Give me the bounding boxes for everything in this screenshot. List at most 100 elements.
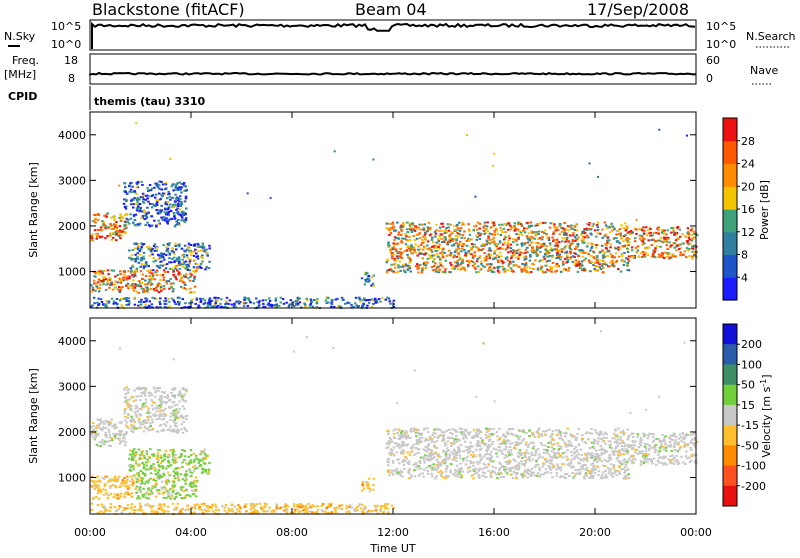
scatter-cell-4 [313,299,316,301]
scatter-cell-2 [157,254,160,256]
scatter-cell-7 [512,434,515,436]
scatter-cell-1 [173,389,176,391]
scatter-cell-2 [138,449,141,451]
scatter-cell-7 [528,435,531,437]
scatter-cell-6 [602,257,605,259]
scatter-cell-5 [280,507,283,509]
scatter-cell-6 [479,255,482,257]
scatter-cell-6 [524,264,527,266]
scatter-cell-7 [455,460,458,462]
scatter-cell-2 [194,249,197,251]
scatter-cell-7 [391,472,394,474]
scatter-cell-1 [167,219,170,221]
scatter-cell-1 [167,201,170,203]
scatter-cell-6 [424,247,427,249]
scatter-cell-6 [627,269,630,271]
freq-tick-top: 18 [64,54,78,67]
nsearch-tick-bottom: 10^0 [706,38,736,51]
scatter-cell-6 [523,227,526,229]
scatter-cell-6 [502,269,505,271]
scatter-cell-6 [494,231,497,233]
scatter-cell-2 [207,255,210,257]
scatter-cell-2 [200,263,203,265]
scatter-cell-7 [644,252,647,254]
scatter-cell-2 [159,457,162,459]
scatter-cell-2 [139,250,142,252]
scatter-cell-6 [432,261,435,263]
scatter-cell-6 [402,223,405,225]
scatter-cell-5 [181,508,184,510]
scatter-cell-3 [125,480,128,482]
scatter-cell-6 [367,488,370,490]
scatter-cell-6 [386,260,389,262]
scatter-cell-2 [208,469,211,471]
scatter-cell-2 [178,244,181,246]
scatter-cell-3 [127,283,130,285]
scatter-cell-7 [408,461,411,463]
scatter-cell-6 [485,244,488,246]
scatter-cell-4 [168,298,171,300]
scatter-cell-7 [531,454,534,456]
scatter-cell-1 [185,196,188,198]
scatter-cell-3 [92,482,95,484]
scatter-cell-1 [178,411,181,413]
scatter-cell-5 [364,506,367,508]
scatter-cell-0 [125,432,128,434]
scatter-cell-2 [143,252,146,254]
scatter-cell-2 [186,474,189,476]
scatter-cell-7 [472,469,475,471]
scatter-cell-6 [510,257,513,259]
scatter-cell-7 [524,460,527,462]
scatter-cell-1 [153,387,156,389]
scatter-cell-4 [165,488,168,490]
scatter-cell-0 [100,227,103,229]
scatter-cell-3 [193,276,196,278]
scatter-cell-2 [182,266,185,268]
scatter-cell-4 [316,302,319,304]
scatter-cell-1 [182,405,185,407]
scatter-cell-6 [395,237,398,239]
scatter-cell-6 [466,240,469,242]
scatter-cell-4 [282,298,285,300]
scatter-cell-1 [151,195,154,197]
scatter-cell-6 [444,236,447,238]
scatter-cell-1 [138,408,141,410]
scatter-cell-2 [190,475,193,477]
scatter-cell-4 [189,495,192,497]
scatter-cell-6 [536,255,539,257]
scatter-cell-4 [90,306,93,308]
scatter-cell-6 [424,264,427,266]
scatter-cell-6 [610,243,613,245]
scatter-cell-4 [310,303,313,305]
scatter-cell-6 [429,256,432,258]
scatter-cell-0 [101,220,104,222]
scatter-cell-7 [659,246,662,248]
scatter-cell-1 [150,429,153,431]
scatter-dot [118,185,120,187]
scatter-cell-1 [152,203,155,205]
scatter-cell-1 [160,402,163,404]
scatter-cell-2 [154,467,157,469]
scatter-cell-6 [545,271,548,273]
scatter-cell-5 [214,504,217,506]
scatter-cell-7 [518,438,521,440]
scatter-cell-1 [185,418,188,420]
scatter-cell-4 [179,301,182,303]
scatter-cell-6 [617,268,620,270]
scatter-cell-6 [544,230,547,232]
scatter-cell-7 [618,442,621,444]
scatter-cell-6 [535,242,538,244]
scatter-cell-6 [615,233,618,235]
scatter-cell-2 [197,244,200,246]
scatter-cell-6 [420,244,423,246]
scatter-cell-5 [254,509,257,511]
scatter-cell-3 [123,477,126,479]
scatter-cell-4 [381,297,384,299]
scatter-cell-6 [621,237,624,239]
scatter-cell-2 [183,459,186,461]
scatter-cell-5 [250,505,253,507]
scatter-cell-4 [136,497,139,499]
scatter-cell-5 [102,506,105,508]
scatter-cell-4 [216,306,219,308]
scatter-cell-6 [570,228,573,230]
